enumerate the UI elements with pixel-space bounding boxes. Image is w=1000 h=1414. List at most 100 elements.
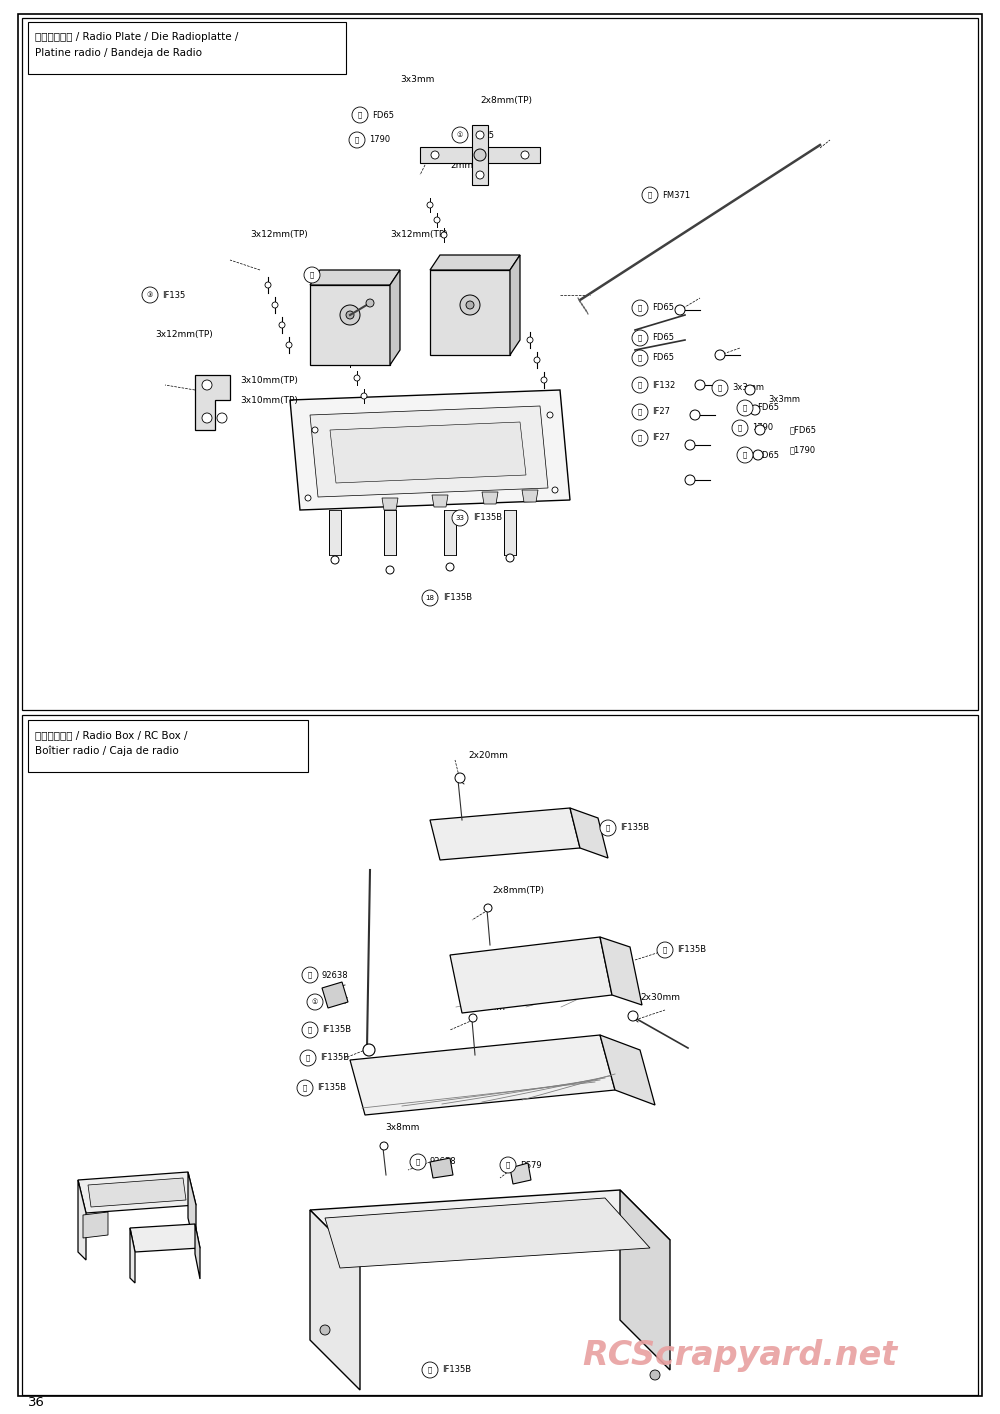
Text: 1790: 1790	[369, 136, 390, 144]
Text: ⑫: ⑫	[310, 271, 314, 279]
Text: 2x20mm: 2x20mm	[468, 751, 508, 759]
Circle shape	[642, 187, 658, 204]
Text: ⑰: ⑰	[638, 304, 642, 311]
Circle shape	[312, 427, 318, 433]
Circle shape	[632, 300, 648, 315]
Circle shape	[484, 904, 492, 912]
Bar	[28, 23, 346, 74]
Polygon shape	[430, 270, 510, 355]
Polygon shape	[195, 375, 230, 430]
Circle shape	[685, 475, 695, 485]
Polygon shape	[432, 495, 448, 508]
Circle shape	[386, 566, 394, 574]
Polygon shape	[310, 286, 390, 365]
Circle shape	[600, 820, 616, 836]
Bar	[28, 720, 308, 772]
Polygon shape	[472, 124, 488, 185]
Circle shape	[354, 375, 360, 380]
Polygon shape	[310, 1210, 360, 1390]
Text: ①: ①	[312, 1000, 318, 1005]
Text: IF135B: IF135B	[317, 1083, 346, 1093]
Circle shape	[431, 151, 439, 158]
Text: 1790: 1790	[752, 424, 773, 433]
Polygon shape	[482, 492, 498, 503]
Circle shape	[547, 411, 553, 419]
Text: ⑬: ⑬	[416, 1158, 420, 1165]
Text: ⑬: ⑬	[743, 404, 747, 411]
Circle shape	[307, 994, 323, 1010]
Text: ⑳: ⑳	[606, 824, 610, 831]
Circle shape	[541, 378, 547, 383]
Ellipse shape	[444, 508, 456, 512]
Polygon shape	[382, 498, 398, 510]
Text: ⑳: ⑳	[355, 137, 359, 143]
Text: ⑲: ⑲	[303, 1085, 307, 1092]
Circle shape	[737, 400, 753, 416]
Text: ⑳: ⑳	[428, 1367, 432, 1373]
Text: FD65: FD65	[757, 403, 779, 413]
Polygon shape	[330, 421, 526, 484]
Ellipse shape	[384, 553, 396, 557]
Text: FD65: FD65	[652, 334, 674, 342]
Circle shape	[346, 311, 354, 320]
Text: 3x3mm: 3x3mm	[400, 75, 434, 85]
Text: 2x30mm: 2x30mm	[640, 994, 680, 1003]
Text: IF135B: IF135B	[677, 946, 706, 954]
Circle shape	[347, 356, 353, 363]
Ellipse shape	[384, 508, 396, 512]
Circle shape	[695, 380, 705, 390]
Circle shape	[750, 404, 760, 414]
Circle shape	[715, 351, 725, 361]
Polygon shape	[510, 255, 520, 355]
Polygon shape	[390, 270, 400, 365]
Text: 3x15mm(TP): 3x15mm(TP)	[450, 305, 508, 314]
Circle shape	[632, 329, 648, 346]
Circle shape	[363, 1044, 375, 1056]
Text: ⑯: ⑯	[743, 451, 747, 458]
Circle shape	[434, 216, 440, 223]
Text: IF132: IF132	[652, 380, 675, 389]
Circle shape	[302, 967, 318, 983]
Text: IF135B: IF135B	[443, 594, 472, 602]
Text: IF135B: IF135B	[320, 1053, 349, 1062]
Ellipse shape	[329, 508, 341, 512]
Text: Boîtier radio / Caja de radio: Boîtier radio / Caja de radio	[35, 745, 179, 756]
Circle shape	[217, 413, 227, 423]
Circle shape	[675, 305, 685, 315]
Circle shape	[320, 1325, 330, 1335]
Circle shape	[657, 942, 673, 959]
Text: メカボックス / Radio Box / RC Box /: メカボックス / Radio Box / RC Box /	[35, 730, 188, 740]
Text: FD65: FD65	[472, 130, 494, 140]
Polygon shape	[130, 1227, 135, 1282]
Circle shape	[753, 450, 763, 460]
Circle shape	[352, 107, 368, 123]
Text: 36: 36	[28, 1397, 45, 1410]
Polygon shape	[430, 807, 580, 860]
Ellipse shape	[329, 553, 341, 557]
Circle shape	[534, 356, 540, 363]
Text: IF135B: IF135B	[322, 1025, 351, 1035]
Circle shape	[521, 151, 529, 158]
Polygon shape	[290, 390, 570, 510]
Circle shape	[380, 1143, 388, 1150]
Text: FD65: FD65	[652, 304, 674, 312]
Polygon shape	[310, 1191, 670, 1260]
Polygon shape	[78, 1181, 86, 1260]
Ellipse shape	[444, 553, 456, 557]
Polygon shape	[310, 406, 548, 496]
Text: ⑯: ⑯	[638, 335, 642, 341]
Text: 3x8mm: 3x8mm	[385, 1124, 419, 1133]
Circle shape	[632, 351, 648, 366]
Text: ⑬: ⑬	[308, 971, 312, 978]
Circle shape	[632, 404, 648, 420]
Polygon shape	[83, 1212, 108, 1239]
Bar	[504, 510, 516, 556]
Text: 18: 18	[426, 595, 434, 601]
Circle shape	[474, 148, 486, 161]
Polygon shape	[600, 937, 642, 1005]
Circle shape	[506, 554, 514, 561]
Text: FD65: FD65	[652, 354, 674, 362]
Text: ⑳: ⑳	[738, 424, 742, 431]
Text: Platine radio / Bandeja de Radio: Platine radio / Bandeja de Radio	[35, 48, 202, 58]
Circle shape	[500, 1157, 516, 1174]
